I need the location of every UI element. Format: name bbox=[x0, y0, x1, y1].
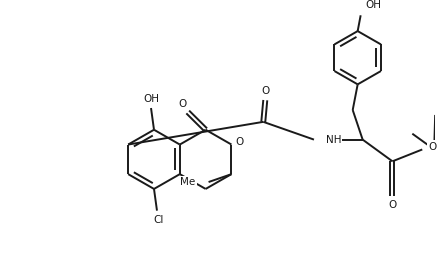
Text: Cl: Cl bbox=[154, 214, 164, 224]
Text: O: O bbox=[179, 99, 187, 109]
Text: OH: OH bbox=[143, 94, 159, 104]
Text: OH: OH bbox=[366, 1, 381, 10]
Text: O: O bbox=[428, 142, 437, 151]
Text: O: O bbox=[235, 136, 244, 147]
Text: NH: NH bbox=[326, 135, 341, 145]
Text: O: O bbox=[389, 200, 396, 210]
Text: O: O bbox=[261, 86, 269, 96]
Text: Me: Me bbox=[180, 177, 196, 187]
